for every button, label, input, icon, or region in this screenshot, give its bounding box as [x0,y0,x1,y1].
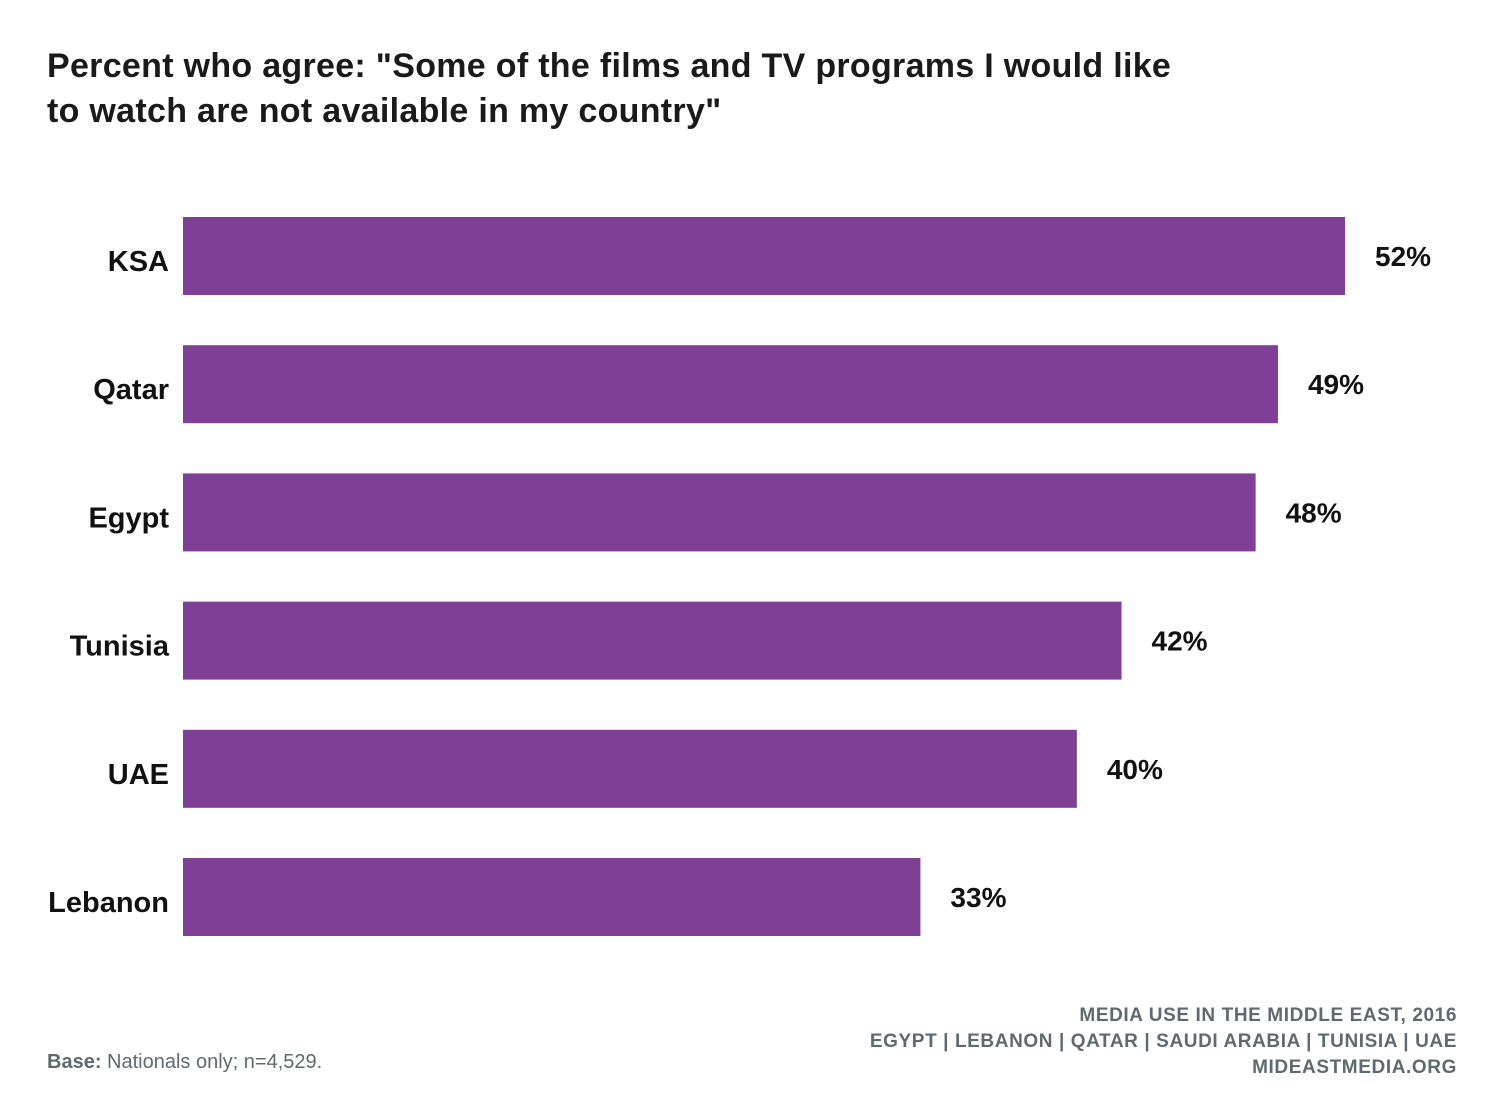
chart-title-line-1: Percent who agree: "Some of the films an… [47,47,1172,85]
category-label-ksa: KSA [108,246,169,278]
category-label-lebanon: Lebanon [48,887,169,919]
bar-ksa [183,217,1345,295]
category-label-tunisia: Tunisia [70,631,170,663]
base-text: Nationals only; n=4,529. [107,1051,323,1073]
category-label-uae: UAE [108,759,169,791]
value-label-tunisia: 42% [1152,626,1208,657]
value-label-qatar: 49% [1308,369,1364,400]
chart-title-line-2: to watch are not available in my country… [47,92,722,130]
bar-tunisia [183,601,1122,680]
value-label-ksa: 52% [1375,241,1431,272]
bar-qatar [183,345,1278,424]
value-label-lebanon: 33% [950,882,1006,913]
category-label-egypt: Egypt [88,502,169,534]
bar-uae [183,729,1077,808]
value-label-uae: 40% [1107,754,1163,785]
source-line-1: MEDIA USE IN THE MIDDLE EAST, 2016 [1079,1005,1457,1026]
category-label-qatar: Qatar [93,374,169,406]
value-label-egypt: 48% [1286,497,1342,528]
bar-lebanon [183,858,921,936]
source-line-2: EGYPT | LEBANON | QATAR | SAUDI ARABIA |… [869,1031,1457,1052]
chart-title: Percent who agree: "Some of the films an… [47,44,1347,134]
source-note: MEDIA USE IN THE MIDDLE EAST, 2016 EGYPT… [870,1003,1457,1081]
base-note: Base: Nationals only; n=4,529. [47,1049,322,1075]
bar-egypt [183,473,1256,552]
base-label: Base: [47,1051,102,1073]
source-line-3: MIDEASTMEDIA.ORG [1252,1057,1457,1078]
